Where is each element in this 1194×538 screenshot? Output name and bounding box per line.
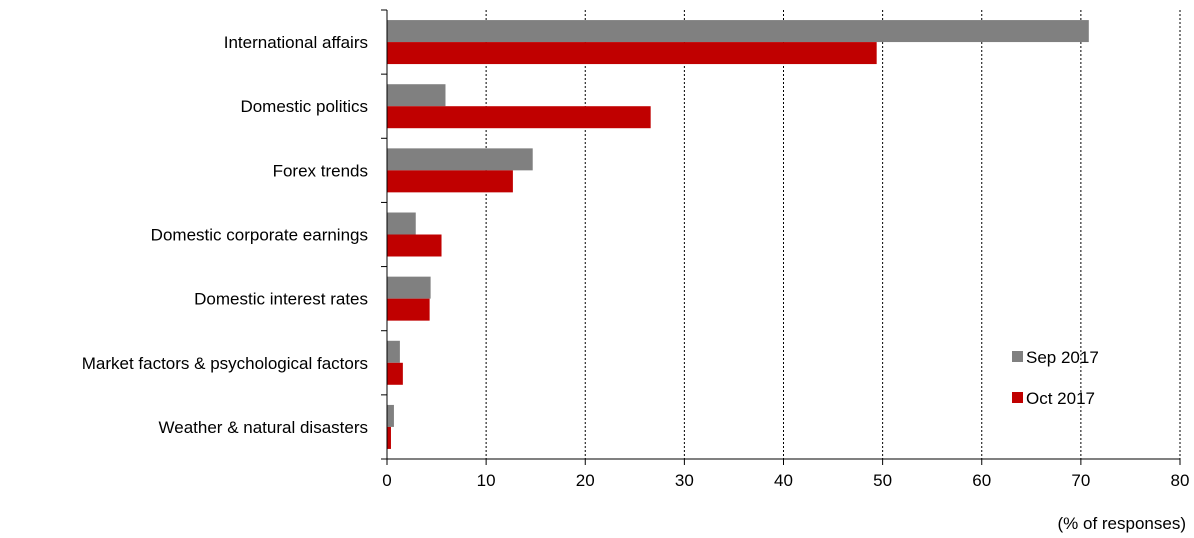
x-tick-label: 0	[382, 471, 391, 490]
bar-sep-2017-domestic-politics	[387, 84, 446, 107]
x-tick-label: 30	[675, 471, 694, 490]
x-tick-label: 10	[477, 471, 496, 490]
x-axis-label: (% of responses)	[1057, 514, 1187, 533]
x-tick-label: 80	[1171, 471, 1190, 490]
legend-swatch-oct-2017	[1012, 392, 1023, 403]
category-label: Market factors & psychological factors	[82, 354, 368, 373]
bar-oct-2017-international-affairs	[387, 42, 877, 65]
legend-label: Oct 2017	[1026, 389, 1095, 408]
bar-oct-2017-forex-trends	[387, 170, 513, 193]
category-label: Forex trends	[273, 161, 368, 180]
bar-sep-2017-market-factors-and-psychological-factors	[387, 340, 400, 363]
bar-sep-2017-domestic-corporate-earnings	[387, 212, 416, 235]
x-tick-label: 40	[774, 471, 793, 490]
category-label: International affairs	[224, 33, 368, 52]
bar-sep-2017-domestic-interest-rates	[387, 276, 431, 299]
bar-sep-2017-weather-and-natural-disasters	[387, 404, 394, 427]
bar-oct-2017-market-factors-and-psychological-factors	[387, 362, 403, 385]
x-tick-label: 20	[576, 471, 595, 490]
bars	[387, 20, 1089, 449]
bar-oct-2017-domestic-politics	[387, 106, 651, 129]
legend-swatch-sep-2017	[1012, 351, 1023, 362]
x-tick-label: 60	[972, 471, 991, 490]
category-label: Domestic interest rates	[194, 290, 368, 309]
category-label: Domestic politics	[240, 97, 368, 116]
bar-oct-2017-domestic-interest-rates	[387, 298, 430, 321]
legend: Sep 2017 Oct 2017	[1012, 348, 1099, 408]
bar-sep-2017-forex-trends	[387, 148, 533, 171]
bar-sep-2017-international-affairs	[387, 20, 1089, 43]
x-tick-label: 70	[1071, 471, 1090, 490]
bar-oct-2017-domestic-corporate-earnings	[387, 234, 442, 257]
category-label: Domestic corporate earnings	[151, 226, 368, 245]
gridlines	[485, 10, 1181, 459]
category-label: Weather & natural disasters	[159, 418, 368, 437]
x-tick-label: 50	[873, 471, 892, 490]
bar-oct-2017-weather-and-natural-disasters	[387, 426, 391, 449]
legend-label: Sep 2017	[1026, 348, 1099, 367]
axes: International affairs Domestic politics Fo…	[82, 9, 1190, 490]
